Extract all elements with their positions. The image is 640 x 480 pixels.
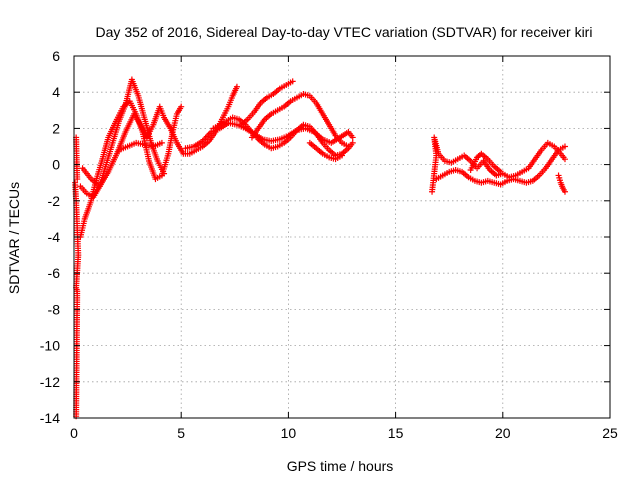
data-point — [345, 143, 352, 150]
x-tick-label: 5 — [177, 425, 185, 441]
data-point — [289, 78, 296, 85]
grid-lines — [74, 56, 610, 418]
x-tick-label: 10 — [281, 425, 297, 441]
data-point — [339, 152, 345, 159]
y-tick-label: -12 — [40, 374, 60, 390]
data-point — [233, 83, 240, 90]
data-point — [158, 139, 165, 146]
y-tick-label: 0 — [52, 157, 60, 173]
data-point — [161, 170, 168, 177]
y-tick-label: -6 — [48, 265, 61, 281]
x-tick-label: 25 — [602, 425, 618, 441]
data-point — [561, 156, 568, 163]
data-point — [497, 168, 504, 175]
y-tick-label: -10 — [40, 338, 60, 354]
data-point — [561, 143, 568, 150]
x-tick-label: 0 — [70, 425, 78, 441]
y-tick-label: -4 — [48, 229, 61, 245]
data-point — [349, 139, 356, 146]
y-tick-label: 6 — [52, 48, 60, 64]
data-point — [178, 103, 185, 110]
chart-title: Day 352 of 2016, Sidereal Day-to-day VTE… — [96, 24, 593, 40]
data-point — [349, 134, 356, 141]
y-tick-label: -8 — [48, 301, 61, 317]
y-tick-label: -14 — [40, 410, 60, 426]
data-point — [74, 176, 81, 183]
y-tick-label: -2 — [48, 193, 61, 209]
y-tick-label: 2 — [52, 120, 60, 136]
x-axis-label: GPS time / hours — [287, 458, 394, 474]
data-points — [72, 76, 568, 420]
y-axis-label: SDTVAR / TECUs — [6, 182, 22, 294]
data-point — [561, 188, 568, 195]
x-tick-label: 15 — [388, 425, 404, 441]
y-tick-label: 4 — [52, 84, 60, 100]
x-tick-label: 20 — [495, 425, 511, 441]
